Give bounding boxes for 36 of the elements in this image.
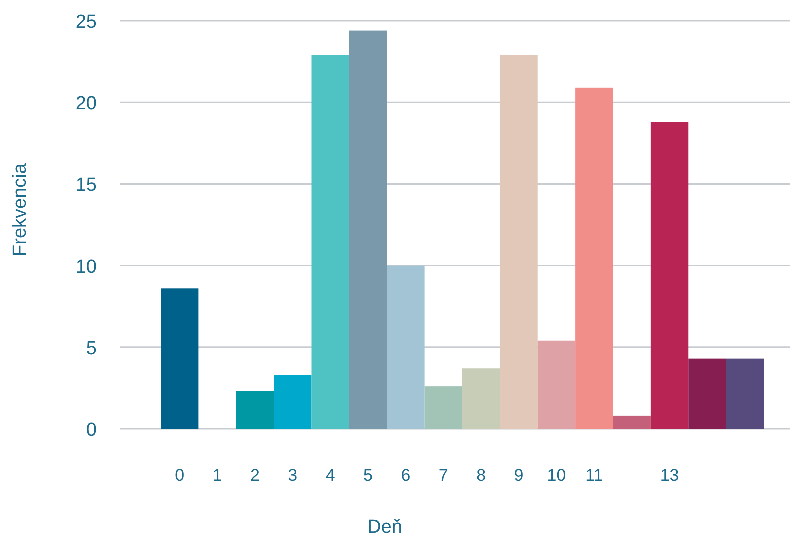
- x-tick-label: 6: [401, 466, 411, 485]
- y-tick-label: 10: [76, 256, 97, 278]
- x-tick-label: 7: [438, 466, 448, 485]
- bar: [387, 266, 425, 429]
- bar: [688, 358, 726, 429]
- bar: [500, 55, 538, 429]
- x-tick-label: 1: [212, 466, 222, 485]
- y-tick-label: 0: [86, 420, 97, 441]
- bar: [274, 375, 312, 429]
- x-tick-label: 5: [364, 466, 374, 485]
- y-tick-label: 5: [86, 338, 97, 360]
- bar: [236, 391, 274, 429]
- x-tick-label: 0: [175, 466, 185, 485]
- y-tick-label: 25: [76, 12, 97, 33]
- y-tick-label: 20: [76, 94, 97, 115]
- y-axis-title: Frekvencia: [10, 163, 31, 256]
- x-tick-label: 11: [586, 466, 604, 485]
- x-tick-label: 9: [514, 466, 524, 485]
- bar: [576, 88, 614, 429]
- bar: [161, 288, 199, 429]
- x-tick-label: 3: [288, 466, 298, 485]
- x-tick-label: 2: [250, 466, 260, 485]
- bar: [349, 30, 388, 429]
- bar: [650, 122, 689, 429]
- bar: [462, 368, 500, 429]
- x-tick-label: 13: [660, 466, 680, 485]
- x-axis-title: Deň: [368, 517, 402, 538]
- bar: [424, 386, 462, 429]
- x-tick-label: 4: [326, 466, 336, 485]
- x-tick-label: 10: [547, 466, 566, 485]
- bar: [538, 340, 576, 429]
- bar: [312, 55, 350, 429]
- y-tick-label: 15: [76, 175, 97, 196]
- bar: [726, 358, 764, 429]
- x-tick-label: 8: [476, 466, 486, 485]
- bar: [613, 416, 651, 429]
